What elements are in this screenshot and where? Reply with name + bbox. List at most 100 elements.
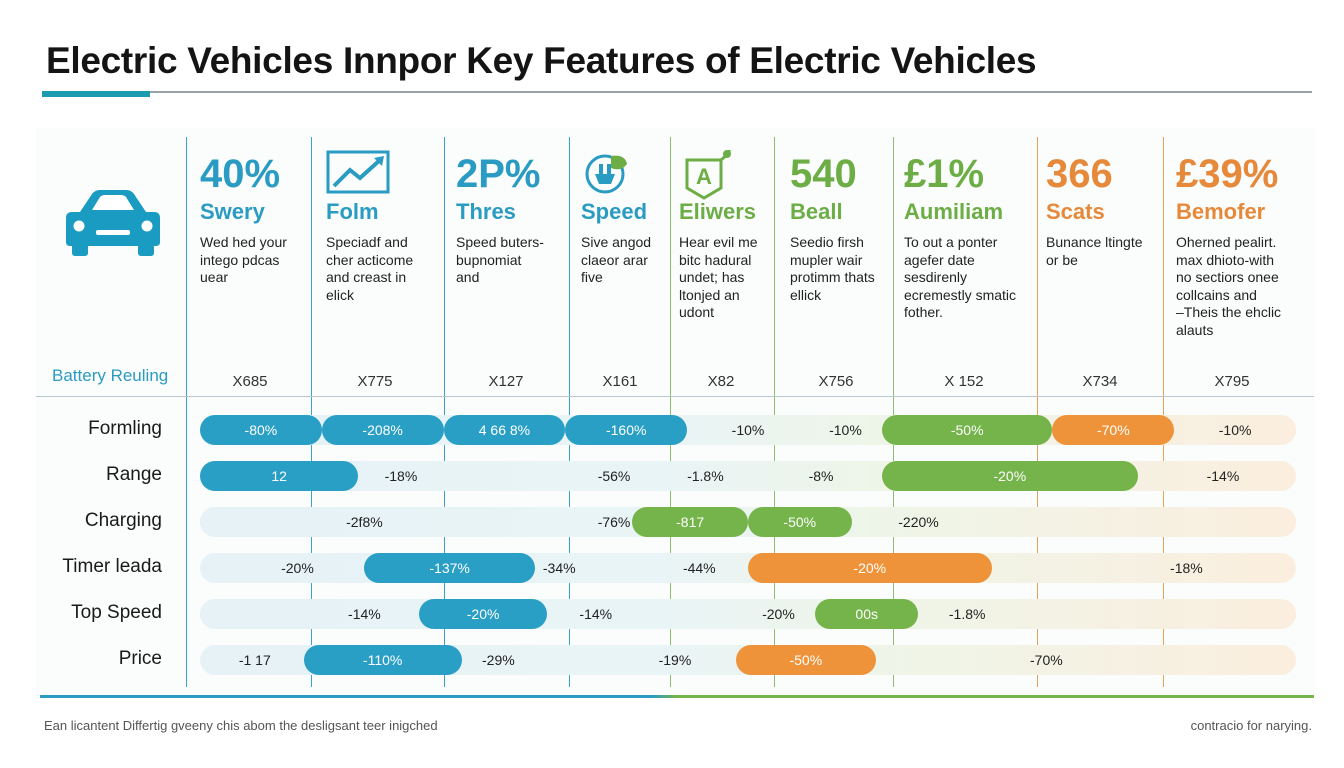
value-label: -1.8% xyxy=(948,606,986,622)
page-title: Electric Vehicles Innpor Key Features of… xyxy=(46,40,1037,81)
description-line: ltonjed an xyxy=(679,286,740,303)
description-line: Sive angod xyxy=(581,234,652,250)
value-label: -18% xyxy=(1170,560,1203,576)
value-label: -10% xyxy=(829,422,862,438)
column-description: Bunance ltingte or be xyxy=(1046,234,1143,269)
x-tick-label: X685 xyxy=(232,373,268,390)
column-description: Sive angod claeor arar five xyxy=(581,234,651,287)
badge-a-icon: A xyxy=(679,147,758,200)
bottom-rule xyxy=(40,695,1314,698)
title-underline xyxy=(42,91,1312,93)
value-label: -14% xyxy=(1206,468,1240,484)
x-tick-label: X795 xyxy=(1214,373,1250,390)
column-divider xyxy=(444,137,445,687)
value-label: -220% xyxy=(898,514,939,530)
value-label: -34% xyxy=(542,560,576,576)
footer-credit: contracio for narying. xyxy=(1190,718,1312,733)
column-subtitle: Beall xyxy=(790,199,843,224)
column-subtitle: Folm xyxy=(326,199,379,224)
feature-column: Folm Speciadf and cher acticome and creast … xyxy=(326,150,413,304)
description-line: –Theis the ehclic xyxy=(1176,304,1282,320)
description-line: udont xyxy=(679,304,715,320)
value-label: -19% xyxy=(658,652,692,668)
description-line: max dhioto-with xyxy=(1176,251,1275,268)
column-divider xyxy=(774,137,775,687)
column-subtitle: Scats xyxy=(1046,199,1105,224)
value-label: -10% xyxy=(731,422,765,438)
description-line: protimm thats xyxy=(790,269,875,285)
svg-text:A: A xyxy=(696,164,712,189)
feature-column: £39% Bemofer Oherned pealirt. max dhioto-wi… xyxy=(1176,150,1281,339)
bar-segment: -20% xyxy=(419,599,548,629)
bar-segment: 00s xyxy=(814,599,919,629)
x-tick-label: X161 xyxy=(602,373,638,390)
column-stat: £1% xyxy=(904,152,985,196)
value-label: -2f8% xyxy=(346,514,383,530)
column-stat: 540 xyxy=(790,152,857,196)
bar-segment: -110% xyxy=(303,645,462,675)
row-label: Top Speed xyxy=(71,602,162,623)
description-line: undet; has xyxy=(679,269,745,285)
description-line: or be xyxy=(1046,251,1078,268)
description-line: elick xyxy=(326,286,355,303)
feature-column: 2P% Thres Speed buters-bupnomiat and xyxy=(456,150,544,287)
bar-segment: -137% xyxy=(364,553,535,583)
description-line: uear xyxy=(200,269,229,285)
column-stat: 366 xyxy=(1046,152,1113,196)
title-accent-bar xyxy=(42,91,150,97)
description-line: Bunance ltingte xyxy=(1046,234,1143,250)
description-line: Seedio firsh xyxy=(790,234,864,250)
description-line: bitc hadural xyxy=(679,251,752,268)
car-icon xyxy=(66,190,160,256)
description-line: cher acticome xyxy=(326,251,414,268)
description-line: To out a ponter xyxy=(904,234,998,250)
description-line: ecremestly smatic xyxy=(904,286,1017,303)
bar-segment: -50% xyxy=(735,645,876,675)
column-divider xyxy=(311,137,312,687)
bar-segment: -208% xyxy=(321,415,444,445)
bar-segment: -50% xyxy=(881,415,1053,445)
bar-segment: -80% xyxy=(200,415,322,445)
value-label: -44% xyxy=(682,560,716,576)
row-label: Formling xyxy=(88,418,162,439)
value-label: -1.8% xyxy=(687,468,724,484)
description-line: and creast in xyxy=(326,269,407,285)
value-label: -70% xyxy=(1030,652,1063,668)
column-divider xyxy=(186,137,187,687)
description-line: collcains and xyxy=(1176,286,1257,303)
bar-segment: -160% xyxy=(565,415,688,445)
description-line: agefer date xyxy=(904,251,975,268)
x-tick-label: X82 xyxy=(707,373,735,390)
value-label: -14% xyxy=(348,606,381,622)
column-subtitle: Eliwers xyxy=(679,199,757,224)
column-description: Seedio firsh mupler wair protimm thats elli… xyxy=(790,234,875,304)
description-line: sesdirenly xyxy=(904,269,968,285)
bar-segment: -70% xyxy=(1052,415,1175,445)
column-divider xyxy=(1163,137,1164,687)
value-label: -14% xyxy=(579,606,613,622)
description-line: no sectiors onee xyxy=(1176,269,1279,285)
description-line: bupnomiat xyxy=(456,251,522,268)
description-line: Speed buters- xyxy=(456,234,544,250)
column-subtitle: Swery xyxy=(200,199,265,224)
x-tick-label: X127 xyxy=(488,373,524,390)
column-stat: £39% xyxy=(1176,152,1279,196)
bar-track xyxy=(200,599,1296,629)
bar-segment: -50% xyxy=(748,507,852,537)
description-line: Hear evil me xyxy=(679,234,758,250)
bar-segment: 12 xyxy=(200,461,359,491)
column-stat: 40% xyxy=(200,152,281,196)
column-subtitle: Bemofer xyxy=(1176,199,1266,224)
value-label: -56% xyxy=(597,468,631,484)
column-description: To out a ponter agefer date sesdirenly ecre… xyxy=(904,234,1016,322)
value-label: -1 17 xyxy=(238,652,271,668)
description-line: mupler wair xyxy=(790,251,863,268)
x-tick-label: X 152 xyxy=(944,373,984,390)
description-line: ellick xyxy=(790,286,822,303)
footer-note: Ean licantent Differtig gveeny chis abom… xyxy=(44,718,438,733)
feature-column: 40% Swery Wed hed your intego pdcas uear xyxy=(200,150,287,287)
column-subtitle: Speed xyxy=(581,199,648,224)
column-description: Oherned pealirt. max dhioto-with no sectio… xyxy=(1176,234,1281,339)
bar-segment: -20% xyxy=(748,553,992,583)
plug-leaf-icon xyxy=(581,150,651,198)
